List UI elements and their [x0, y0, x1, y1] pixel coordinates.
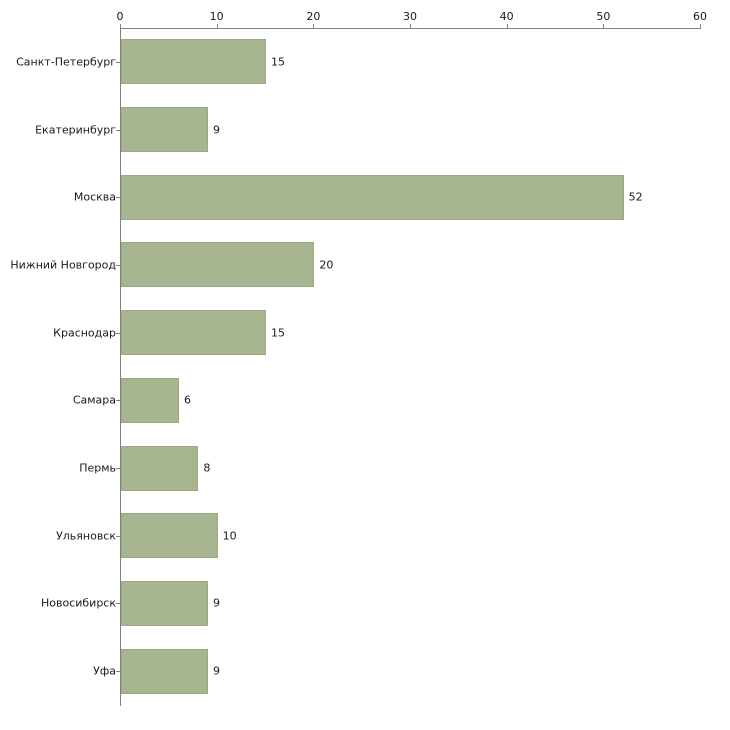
category-tick-mark [116, 603, 120, 604]
x-tick-label: 40 [499, 10, 514, 23]
bar-value-label: 15 [271, 326, 285, 340]
bar [121, 513, 218, 559]
x-tick-label: 0 [116, 10, 124, 23]
x-axis-line [120, 28, 701, 29]
x-tick-mark [506, 24, 508, 28]
bar-value-label: 6 [184, 393, 191, 407]
category-label: Нижний Новгород [10, 258, 116, 272]
category-tick-mark [116, 536, 120, 537]
category-label: Краснодар [53, 326, 116, 340]
category-tick-mark [116, 400, 120, 401]
bar-value-label: 20 [319, 258, 334, 272]
bar [121, 39, 266, 85]
bar [121, 445, 199, 491]
bar-value-label: 10 [222, 529, 237, 543]
bar [121, 648, 208, 694]
bar-value-label: 9 [213, 664, 220, 678]
category-label: Новосибирск [40, 596, 116, 610]
x-tick-label: 60 [693, 10, 707, 23]
category-label: Санкт-Петербург [16, 55, 116, 69]
bar [121, 107, 208, 153]
category-label: Москва [73, 190, 116, 204]
category-tick-mark [116, 130, 120, 131]
x-tick-label: 50 [596, 10, 611, 23]
bar [121, 377, 179, 423]
x-tick-label: 30 [403, 10, 417, 23]
bar-value-label: 52 [628, 190, 643, 204]
category-tick-mark [116, 671, 120, 672]
bar-value-label: 15 [271, 55, 285, 69]
category-label: Екатеринбург [35, 123, 116, 137]
bar [121, 242, 315, 288]
x-tick-mark [603, 24, 605, 28]
x-tick-label: 10 [209, 10, 224, 23]
category-tick-mark [116, 468, 120, 469]
bar [121, 580, 208, 626]
category-tick-mark [116, 265, 120, 266]
x-tick-mark [216, 24, 218, 28]
x-tick-mark [313, 24, 315, 28]
x-tick-mark [120, 24, 121, 28]
x-tick-label: 20 [306, 10, 321, 23]
category-label: Самара [72, 393, 116, 407]
bar [121, 174, 624, 220]
category-tick-mark [116, 333, 120, 334]
y-axis-line [120, 28, 121, 706]
category-label: Уфа [93, 664, 116, 678]
bar-value-label: 9 [213, 123, 220, 137]
x-tick-mark [410, 24, 411, 28]
bar [121, 310, 266, 356]
bar-value-label: 8 [203, 461, 211, 475]
category-label: Пермь [79, 461, 116, 475]
x-tick-mark [700, 24, 701, 28]
category-label: Ульяновск [56, 529, 116, 543]
bar-value-label: 9 [213, 596, 220, 610]
category-tick-mark [116, 62, 120, 63]
category-tick-mark [116, 197, 120, 198]
